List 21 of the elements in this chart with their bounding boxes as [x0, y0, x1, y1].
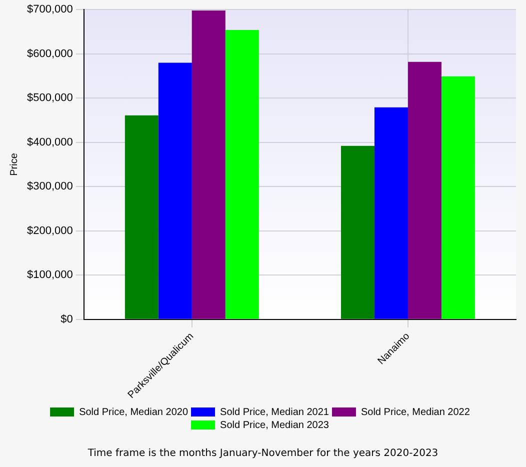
legend-label: Sold Price, Median 2020: [79, 406, 188, 418]
y-tick-label: $300,000: [26, 180, 73, 193]
y-axis-title: Price: [8, 152, 20, 176]
legend-label: Sold Price, Median 2022: [360, 406, 470, 418]
bar: [441, 76, 475, 319]
y-tick-label: $600,000: [26, 48, 73, 60]
legend-label: Sold Price, Median 2023: [220, 420, 330, 431]
bar: [408, 62, 442, 319]
bar: [225, 30, 259, 319]
legend-label: Sold Price, Median 2021: [220, 406, 330, 418]
bar: [124, 115, 158, 319]
bar: [374, 107, 408, 319]
bar: [340, 146, 374, 319]
y-tick-label: $0: [60, 313, 73, 326]
y-tick-label: $700,000: [26, 4, 73, 16]
text: Time frame is the months January-November for the years 2020-2023: [86, 448, 440, 459]
bar: [158, 62, 192, 319]
y-tick-label: $500,000: [26, 92, 73, 104]
y-tick-label: $100,000: [26, 269, 73, 282]
y-tick-label: $200,000: [26, 224, 73, 237]
y-tick-label: $400,000: [26, 136, 73, 148]
